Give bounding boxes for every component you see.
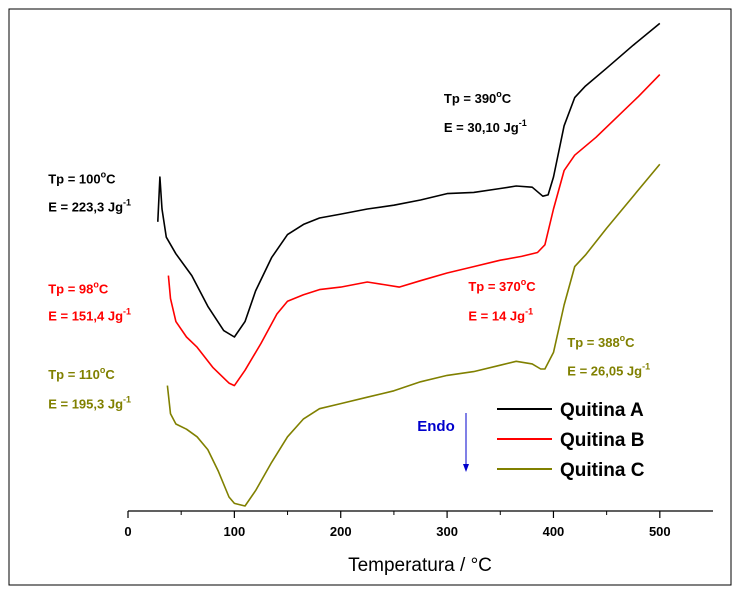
legend-label-quitina-a: Quitina A — [560, 400, 644, 421]
x-tick-label-500: 500 — [649, 524, 671, 539]
annotation-7: E = 14 Jg-1 — [468, 306, 533, 323]
x-tick-label-200: 200 — [330, 524, 352, 539]
legend-label-quitina-c: Quitina C — [560, 460, 645, 481]
annotation-1: E = 223,3 Jg-1 — [48, 198, 131, 215]
legend-label-quitina-b: Quitina B — [560, 430, 644, 451]
x-tick-label-400: 400 — [543, 524, 565, 539]
endo-indicator: Endo — [417, 413, 469, 472]
annotation-10: Tp = 388oC — [567, 333, 635, 350]
figure-frame — [8, 8, 732, 586]
x-tick-label-0: 0 — [124, 524, 131, 539]
x-axis: 0 100 200 300 400 500 — [124, 510, 713, 539]
annotation-layer: Tp = 100oC E = 223,3 Jg-1 Tp = 390oC E = 30… — [48, 89, 650, 412]
annotation-3: E = 30,10 Jg-1 — [444, 118, 527, 135]
series-line-quitina-b — [167, 74, 661, 387]
series-line-quitina-a — [157, 22, 661, 338]
legend: Quitina A Quitina B Quitina C — [497, 400, 645, 481]
x-tick-label-100: 100 — [224, 524, 246, 539]
annotation-2: Tp = 390oC — [444, 89, 512, 106]
series-layer — [157, 22, 661, 507]
annotation-0: Tp = 100oC — [48, 169, 116, 186]
x-tick-label-300: 300 — [436, 524, 458, 539]
annotation-5: E = 151,4 Jg-1 — [48, 306, 131, 323]
annotation-6: Tp = 370oC — [468, 277, 536, 294]
annotation-11: E = 26,05 Jg-1 — [567, 361, 650, 378]
annotation-8: Tp = 110oC — [48, 365, 115, 382]
series-line-quitina-c — [166, 163, 661, 507]
x-axis-title: Temperatura / °C — [348, 555, 492, 576]
endo-label: Endo — [417, 418, 455, 435]
annotation-4: Tp = 98oC — [48, 279, 109, 296]
annotation-9: E = 195,3 Jg-1 — [48, 395, 131, 412]
endo-arrow-head — [463, 464, 469, 472]
